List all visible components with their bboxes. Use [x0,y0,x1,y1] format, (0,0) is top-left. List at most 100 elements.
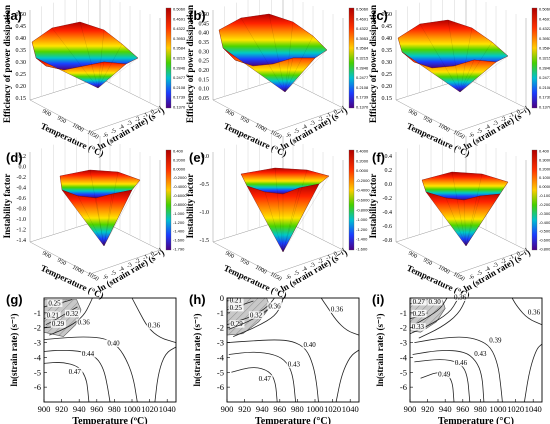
y-tick-label: -4 [217,352,225,362]
x-tick-label: 1050 [269,130,282,141]
y-tick-label: -1 [400,308,407,318]
z-tick-label: 0.45 [16,24,27,30]
colorbar-tick-label: 0.3215 [173,56,186,61]
x-tick-label: 920 [421,404,434,414]
z-tick-label: 0.2 [385,168,393,174]
colorbar-tick-label: 0.2477 [173,75,186,80]
contour-label: 0.29 [52,320,65,328]
colorbar-tick-label: 0.2846 [539,65,550,70]
y-tick-label: -3 [309,120,316,128]
contour-line [414,359,471,403]
colorbar-tick-label: 0.3953 [356,36,369,41]
panel-c: (c)0.500.450.400.350.300.250.200.1590095… [368,0,550,159]
colorbar: 0.5060 0.4691 0.4322 0.3953 0.3584 0.3215 0.28… [165,7,186,110]
panel-i: (i) 0.27 0.250.30 0.33 0.36 0.36 0.390.43 0.46 0… [372,292,543,424]
x-tick-label: 1050 [269,272,282,283]
y-tick-label: -2 [134,258,141,266]
contour-label: 0.36 [268,302,281,310]
z-tick-label: -1.0 [17,217,27,223]
z-tick-label: -0.2 [383,196,393,202]
x-tick-label: 1040 [159,404,176,414]
y-tick-label: 0 [333,251,339,258]
colorbar-tick-label: -1.000 [173,211,185,216]
z-axis-title: Efficiency of power dissipation [185,5,195,123]
colorbar-tick-label: -0.8000 [539,247,550,252]
y-tick-label: -4 [118,266,125,274]
x-axis-title: Temperature (°C) [255,416,331,424]
contour-label-bg [67,367,83,376]
contour-label-bg [526,308,542,316]
contour-line [226,339,319,403]
y-tick-label: 1 [524,247,530,254]
x-tick-label: 980 [474,404,487,414]
z-tick-label: 0.25 [382,72,393,78]
contour-line [231,367,278,403]
x-tick-label: 900 [407,109,418,119]
y-tick-label: -2 [217,323,224,333]
z-tick-label: 0.50 [382,12,393,18]
x-tick-label: 1020 [507,404,524,414]
y-tick-label: 0 [220,293,224,303]
x-tick-label: 950 [239,116,250,126]
z-tick-label: 0.2 [19,154,27,160]
z-tick-label: -0.4 [383,210,393,216]
y-tick-label: -1 [142,112,149,120]
y-tick-label: -5 [293,270,300,278]
surface [31,21,139,89]
panel-b: (b)0.50 0.45 0.40 0.35 0.30 0.25 0.20 0.15 0.10 0… [185,0,369,159]
colorbar-tick-label: 0.3215 [539,56,550,61]
y-axis-title: ln (strain rate) (s⁻¹) [462,105,532,151]
colorbar-tick-label: -0.6000 [356,198,370,203]
y-tick-label: -3 [492,262,499,270]
contour-line [524,343,543,403]
y-tick-label: -2 [317,258,324,266]
colorbar-tick-label: -0.2000 [539,202,550,207]
y-tick-label: -2 [500,258,507,266]
z-tick-label: 0.0 [385,182,393,188]
contour-label-bg [329,305,345,313]
y-tick-label: -1 [508,112,515,120]
z-tick-label: 0.50 [199,12,210,18]
contour-label: 0.21 [47,311,60,319]
y-tick-label: -5 [34,367,41,377]
surface [59,169,141,247]
colorbar-tick-label: 0.4322 [539,26,550,31]
y-tick-label: -5 [217,367,224,377]
contour-label-bg [65,309,80,318]
x-tick-label: 1040 [525,404,542,414]
colorbar-tick-label: 0.1370 [356,105,369,110]
x-tick-label: 950 [56,258,67,268]
contour-label-bg [453,293,468,301]
contour-label-bg [411,309,427,318]
y-tick-label: 1 [158,247,164,254]
y-axis-title: ln (strain rate) (s⁻¹) [279,105,349,151]
panel-label: (a) [6,8,22,23]
y-tick-label: -1 [325,112,332,120]
contour-label: 0.33 [412,323,425,331]
panel-label: (d) [6,150,23,165]
colorbar-tick-label: -1.200 [173,220,185,225]
x-tick-label: 980 [291,404,304,414]
colorbar-tick-label: 0.1000 [539,175,550,180]
z-tick-label: 0.25 [199,59,210,65]
y-tick-label: -4 [118,124,125,132]
x-tick-label: 950 [56,116,67,126]
colorbar-tick-label: 0.400 [539,149,550,154]
y-tick-label: -5 [110,270,117,278]
z-axis-title: Instability factor [2,174,12,239]
y-tick-label: -4 [400,352,408,362]
y-tick-label: -6 [285,274,292,282]
colorbar-tick-label: -0.4000 [356,188,370,193]
contour-label-bg [410,323,426,331]
colorbar-tick-label: -1.600 [356,247,368,252]
x-tick-label: 940 [439,404,452,414]
plot-frame [409,297,543,403]
y-tick-label: -6 [102,132,109,140]
colorbar-tick-label: 0.3953 [173,36,186,41]
y-tick-label: -2 [400,323,407,333]
z-tick-label: 0.05 [199,96,210,102]
y-tick-label: 0 [516,109,522,116]
y-tick-label: -1 [142,254,149,262]
contour-label: 0.25 [48,299,61,307]
